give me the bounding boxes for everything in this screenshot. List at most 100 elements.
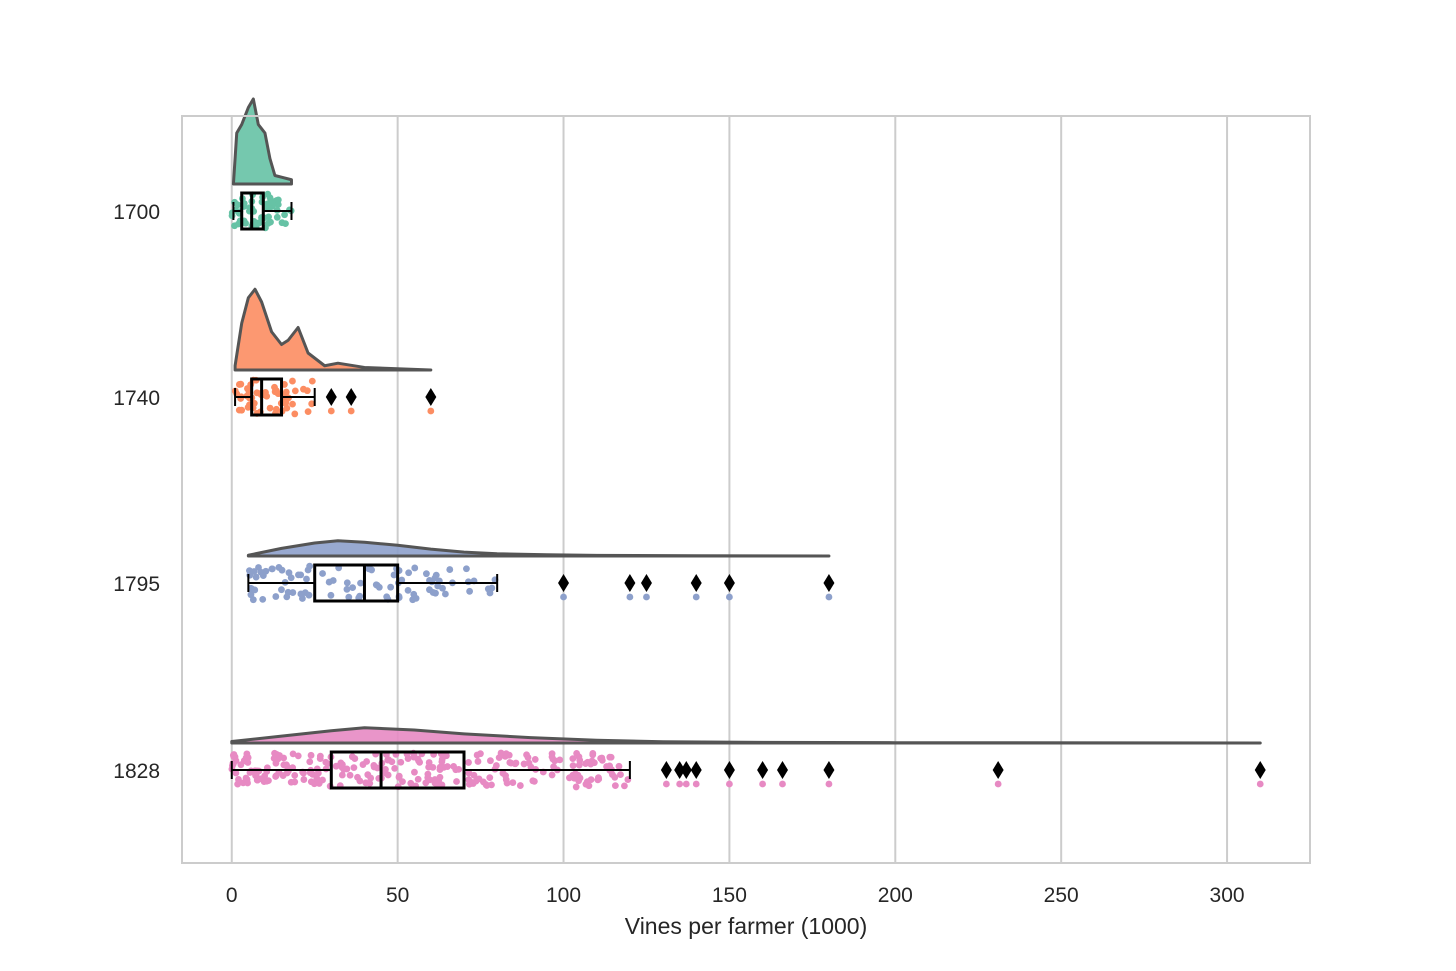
- data-point: [264, 190, 272, 198]
- data-point: [759, 780, 766, 788]
- x-tick-label: 200: [878, 884, 913, 907]
- data-point: [370, 761, 378, 769]
- data-point: [281, 211, 288, 219]
- data-point: [615, 762, 623, 770]
- outlier-marker: [325, 388, 337, 406]
- y-tick-label: 1795: [113, 573, 160, 596]
- data-point: [416, 758, 424, 766]
- data-point: [626, 593, 634, 601]
- data-point: [322, 758, 330, 766]
- outlier-marker: [823, 761, 835, 779]
- data-point: [308, 377, 316, 385]
- data-point: [611, 782, 619, 790]
- data-point: [575, 761, 583, 769]
- data-point: [305, 591, 313, 599]
- outlier-marker: [757, 761, 769, 779]
- data-point: [282, 761, 290, 769]
- data-point: [590, 759, 598, 767]
- data-point: [327, 591, 335, 599]
- data-point: [825, 593, 833, 601]
- data-point: [779, 780, 786, 788]
- outlier-marker: [640, 574, 652, 592]
- outlier-marker: [776, 761, 788, 779]
- data-point: [308, 400, 316, 408]
- data-point: [282, 388, 290, 396]
- data-point: [477, 750, 484, 758]
- data-point: [429, 763, 437, 771]
- data-point: [272, 593, 280, 600]
- data-point: [682, 780, 690, 788]
- data-point: [351, 755, 359, 762]
- data-point: [231, 222, 238, 230]
- data-point: [431, 574, 439, 582]
- data-point: [531, 756, 539, 763]
- data-point: [327, 407, 335, 415]
- data-point: [357, 579, 364, 587]
- x-tick-label: 100: [546, 884, 581, 907]
- data-point: [575, 753, 583, 761]
- data-point: [373, 581, 381, 589]
- data-point: [347, 407, 355, 415]
- data-point: [492, 762, 500, 769]
- outlier-marker: [1254, 761, 1266, 779]
- data-point: [516, 782, 524, 789]
- data-point: [397, 758, 405, 766]
- x-tick-label: 250: [1044, 884, 1079, 907]
- y-tick-label: 1700: [113, 201, 160, 224]
- data-point: [621, 782, 628, 790]
- data-point: [294, 752, 302, 760]
- data-point: [232, 769, 240, 777]
- data-point: [594, 776, 602, 784]
- data-point: [364, 771, 372, 779]
- data-point: [474, 758, 482, 765]
- outlier-marker: [660, 761, 672, 779]
- data-point: [488, 781, 495, 789]
- data-point: [272, 773, 280, 780]
- density-1828: [230, 726, 1262, 745]
- data-point: [354, 773, 361, 781]
- data-point: [398, 576, 406, 584]
- data-point: [569, 755, 577, 763]
- data-point: [444, 763, 451, 770]
- data-point: [692, 593, 700, 601]
- data-point: [411, 768, 418, 776]
- data-point: [399, 778, 406, 786]
- data-point: [228, 212, 236, 220]
- data-point: [439, 584, 446, 592]
- y-tick-labels: 1700 1740 1795 1828: [113, 201, 160, 783]
- data-point: [237, 380, 245, 388]
- data-point: [230, 751, 238, 758]
- data-point: [350, 764, 358, 772]
- data-point: [289, 400, 296, 408]
- data-point: [265, 777, 272, 785]
- data-point: [278, 586, 285, 594]
- data-point: [279, 772, 287, 779]
- data-point: [617, 771, 624, 779]
- data-point: [314, 769, 322, 777]
- grid-layer: [230, 116, 1229, 863]
- data-point: [574, 771, 582, 779]
- data-point: [465, 780, 473, 788]
- data-point: [506, 759, 514, 766]
- data-point: [556, 756, 564, 764]
- data-point: [291, 778, 299, 786]
- x-tick-label: 300: [1210, 884, 1245, 907]
- data-point: [235, 406, 243, 414]
- data-point: [726, 780, 733, 788]
- data-point: [512, 759, 520, 767]
- data-point: [391, 764, 399, 772]
- data-point: [425, 759, 433, 766]
- data-point: [300, 776, 308, 783]
- data-point: [343, 579, 351, 587]
- data-point: [253, 389, 261, 397]
- data-point: [338, 764, 346, 771]
- data-point: [560, 593, 567, 601]
- data-point: [429, 589, 437, 596]
- data-point: [603, 763, 610, 770]
- data-point: [349, 584, 357, 592]
- data-point: [566, 774, 573, 782]
- data-point: [307, 751, 315, 759]
- data-point: [282, 397, 290, 405]
- data-point: [550, 763, 557, 771]
